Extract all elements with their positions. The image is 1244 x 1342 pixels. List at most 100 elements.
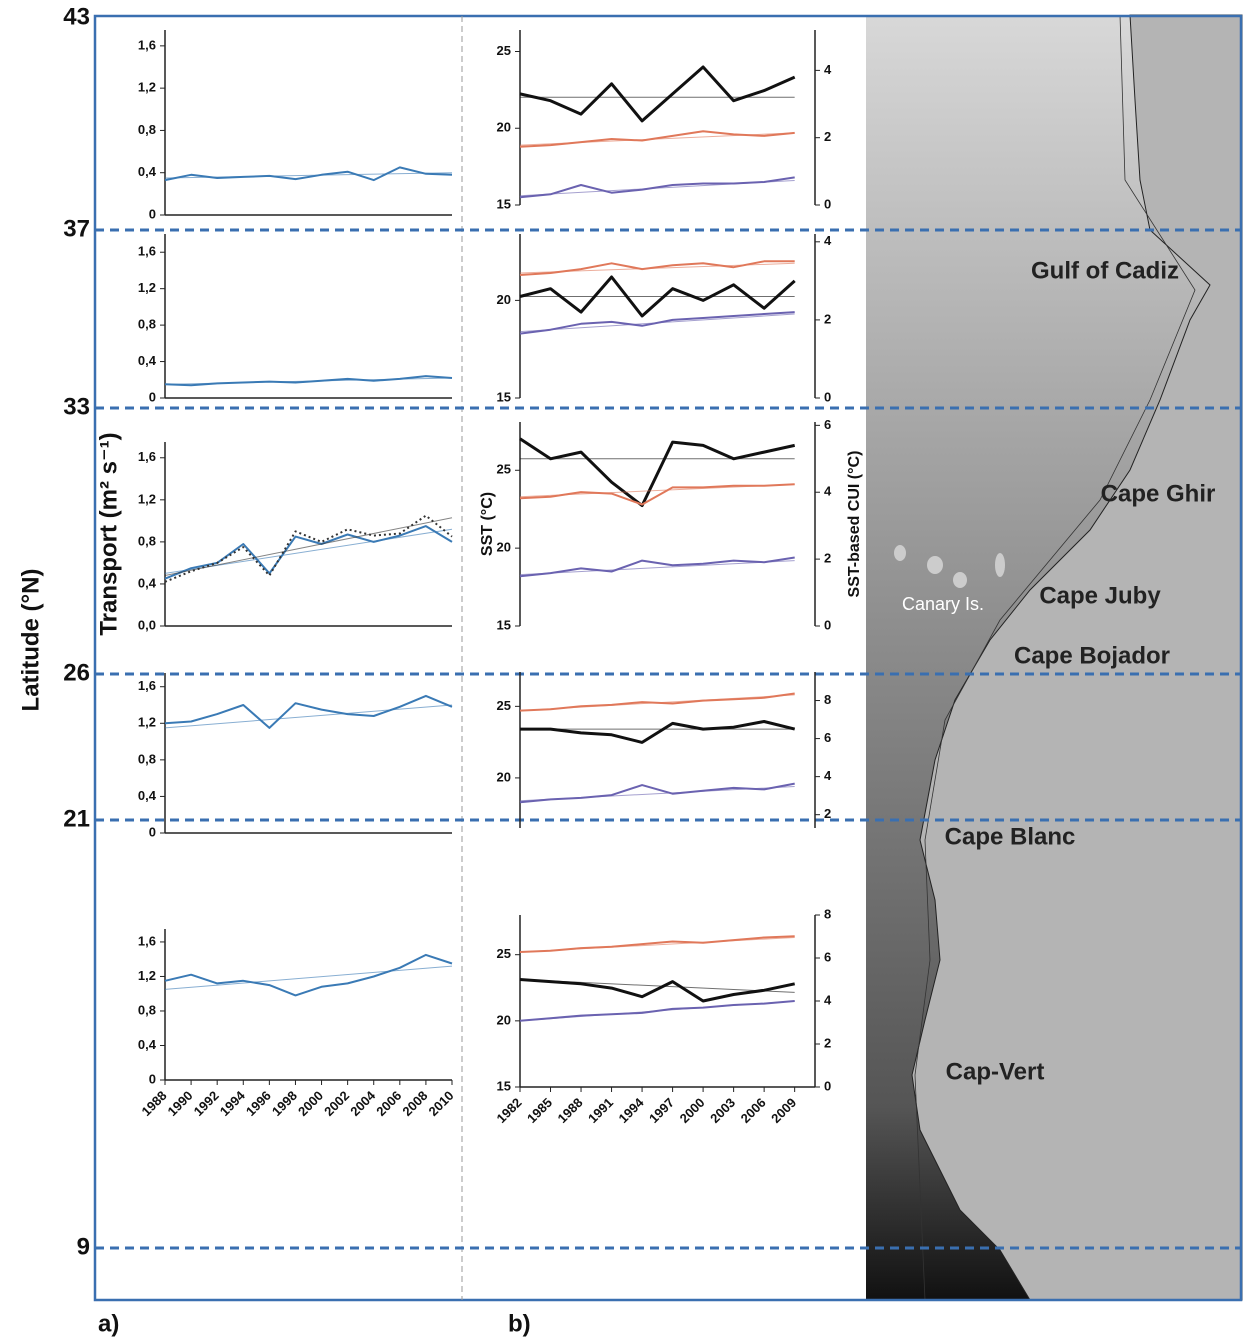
y-tick-label: 20 xyxy=(497,1012,511,1027)
series-line xyxy=(165,696,452,728)
y-tick-label: 20 xyxy=(497,540,511,555)
x-tick-label: 1996 xyxy=(243,1088,274,1119)
series-line xyxy=(520,980,795,1002)
series-line xyxy=(520,261,795,275)
series-line xyxy=(520,312,795,334)
y-tick-label: 4 xyxy=(824,768,832,783)
y-tick-label: 1,2 xyxy=(138,715,156,730)
series-line xyxy=(165,526,452,579)
y-tick-label: 1,2 xyxy=(138,280,156,295)
x-tick-label: 1994 xyxy=(217,1087,249,1119)
y-tick-label: 4 xyxy=(824,62,832,77)
latitude-label: Latitude (°N) xyxy=(17,569,44,712)
y-tick-label: 25 xyxy=(497,698,511,713)
y-tick-label: 20 xyxy=(497,769,511,784)
x-tick-label: 2006 xyxy=(373,1088,404,1119)
series-line xyxy=(520,936,795,952)
x-tick-label: 1991 xyxy=(585,1095,616,1126)
y-tick-label: 15 xyxy=(497,196,511,211)
y-tick-label: 15 xyxy=(497,617,511,632)
series-line xyxy=(520,484,795,504)
y-tick-label: 0,4 xyxy=(138,1037,157,1052)
y-tick-label: 0 xyxy=(149,389,156,404)
series-line xyxy=(520,131,795,146)
panel-label: b) xyxy=(508,1310,531,1337)
x-tick-label: 2004 xyxy=(347,1087,379,1119)
y-tick-label: 1,6 xyxy=(138,37,156,52)
y-tick-label: 4 xyxy=(824,992,832,1007)
latitude-tick: 9 xyxy=(77,1233,90,1260)
series-line xyxy=(520,722,795,743)
x-tick-label: 2003 xyxy=(707,1095,738,1126)
map-label: Gulf of Cadiz xyxy=(1031,257,1179,284)
trend-line xyxy=(165,966,452,989)
x-tick-label: 1998 xyxy=(269,1088,300,1119)
y-tick-label: 1,6 xyxy=(138,449,156,464)
y-tick-label: 0 xyxy=(824,389,831,404)
y-tick-label: 6 xyxy=(824,417,831,432)
x-tick-label: 1994 xyxy=(616,1094,648,1126)
panel-label: a) xyxy=(98,1310,119,1337)
y2-axis-label: SST-based CUI (°C) xyxy=(846,451,863,598)
y-tick-label: 20 xyxy=(497,292,511,307)
latitude-tick: 26 xyxy=(63,659,90,686)
y-tick-label: 1,6 xyxy=(138,678,156,693)
x-tick-label: 2002 xyxy=(321,1088,352,1119)
series-line xyxy=(520,1001,795,1021)
x-tick-label: 1990 xyxy=(165,1088,196,1119)
x-tick-label: 1982 xyxy=(493,1095,524,1126)
y-tick-label: 25 xyxy=(497,946,511,961)
y-tick-label: 20 xyxy=(497,120,511,135)
y-tick-label: 0,8 xyxy=(138,122,156,137)
y-tick-label: 0 xyxy=(824,617,831,632)
y-tick-label: 15 xyxy=(497,1078,511,1093)
x-tick-label: 2000 xyxy=(677,1095,708,1126)
map-label: Cape Ghir xyxy=(1101,480,1216,507)
x-tick-label: 1992 xyxy=(191,1088,222,1119)
y-tick-label: 1,2 xyxy=(138,968,156,983)
x-tick-label: 2009 xyxy=(768,1095,799,1126)
island xyxy=(995,553,1005,577)
y-tick-label: 15 xyxy=(497,389,511,404)
y-tick-label: 0,4 xyxy=(138,575,157,590)
series-line xyxy=(520,694,795,711)
x-tick-label: 1988 xyxy=(555,1095,586,1126)
y-tick-label: 2 xyxy=(824,551,831,566)
y-tick-label: 2 xyxy=(824,129,831,144)
y-tick-label: 4 xyxy=(824,484,832,499)
y-tick-label: 1,2 xyxy=(138,80,156,95)
y-axis-label: Transport (m² s⁻¹) xyxy=(95,432,122,635)
y-axis-label: SST (°C) xyxy=(479,492,496,556)
latitude-tick: 37 xyxy=(63,215,90,242)
y-tick-label: 0,4 xyxy=(138,788,157,803)
y-tick-label: 0,4 xyxy=(138,353,157,368)
y-tick-label: 8 xyxy=(824,692,831,707)
x-tick-label: 2008 xyxy=(399,1088,430,1119)
y-tick-label: 0,0 xyxy=(138,617,156,632)
y-tick-label: 0 xyxy=(149,1071,156,1086)
series-line xyxy=(165,955,452,996)
y-tick-label: 0 xyxy=(824,196,831,211)
y-tick-label: 0 xyxy=(824,1078,831,1093)
latitude-tick: 33 xyxy=(63,393,90,420)
series-line xyxy=(520,784,795,803)
y-tick-label: 0,4 xyxy=(138,164,157,179)
y-tick-label: 1,6 xyxy=(138,244,156,259)
y-tick-label: 0 xyxy=(149,206,156,221)
island xyxy=(927,556,943,574)
latitude-tick: 21 xyxy=(63,805,90,832)
series-line xyxy=(520,558,795,577)
y-tick-label: 0,8 xyxy=(138,317,156,332)
y-tick-label: 1,6 xyxy=(138,933,156,948)
y-tick-label: 8 xyxy=(824,906,831,921)
island xyxy=(894,545,906,561)
y-tick-label: 0,8 xyxy=(138,533,156,548)
y-tick-label: 25 xyxy=(497,462,511,477)
y-tick-label: 6 xyxy=(824,949,831,964)
map-label: Cape Juby xyxy=(1039,582,1161,609)
x-tick-label: 1997 xyxy=(646,1095,677,1126)
y-tick-label: 0 xyxy=(149,824,156,839)
y-tick-label: 25 xyxy=(497,43,511,58)
map-label: Cape Blanc xyxy=(945,823,1076,850)
y-tick-label: 2 xyxy=(824,311,831,326)
